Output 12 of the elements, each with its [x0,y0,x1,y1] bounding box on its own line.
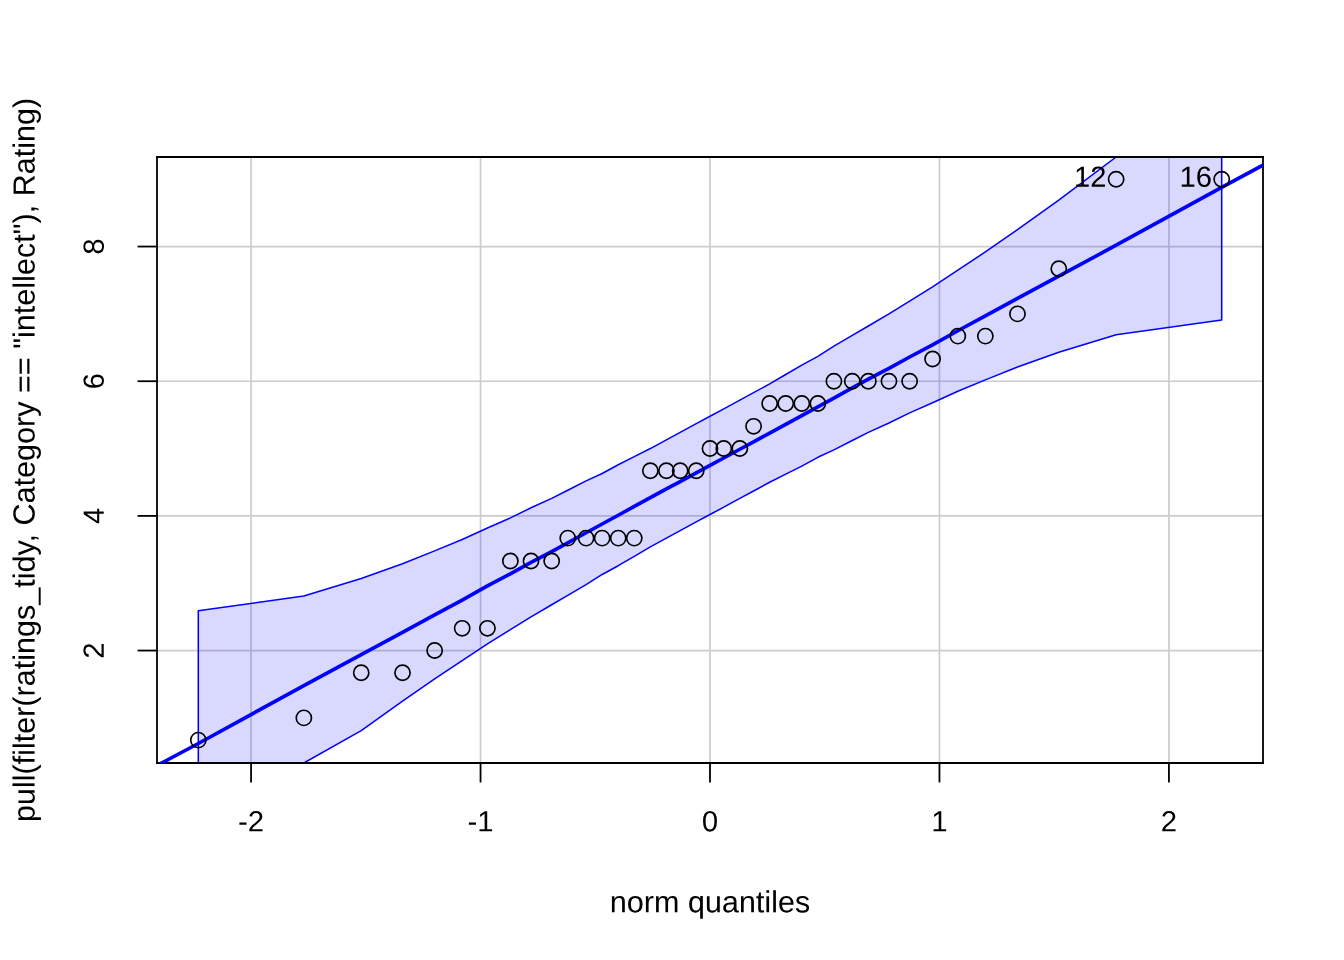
y-tick-label: 8 [83,239,105,254]
y-tick-label: 4 [83,508,104,524]
x-tick-label: 1 [933,811,947,832]
x-tick-label: -1 [468,811,493,832]
y-tick-label: 6 [83,374,105,388]
x-axis-title: norm quantiles [611,890,810,919]
x-tick-label: 2 [1162,810,1176,832]
y-tick-label: 2 [83,643,104,658]
y-axis-title: pull(filter(ratings_tidy, Category == "intellect"), Rating) [12,99,41,821]
x-tick-label: 0 [703,810,717,832]
x-tick-label: -2 [239,810,263,832]
annotation: 16 [1181,166,1211,188]
